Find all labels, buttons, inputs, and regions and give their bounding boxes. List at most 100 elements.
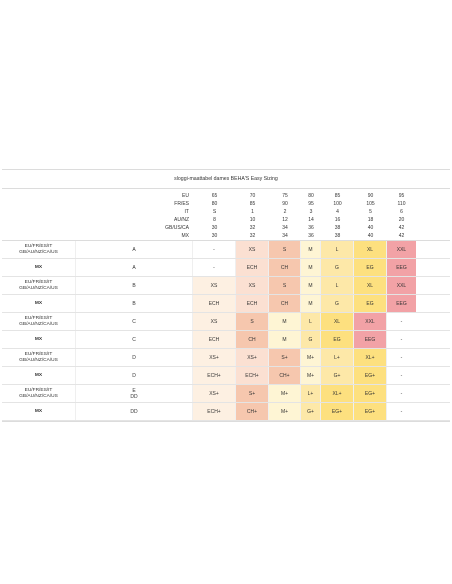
header-system-label: FR/ES [174,201,189,207]
size-cell: - [387,313,416,330]
size-cell: M+ [301,367,321,384]
size-cell: ECH+ [193,403,236,420]
header-value: 42 [398,225,405,231]
size-cell: XS [236,277,269,294]
system-name: GB/AU/NZ/CA/US [19,321,58,327]
cup-label: DD [130,408,138,415]
size-cell: M [301,259,321,276]
header-columns: 65 80 S 8 30 30 70 85 1 10 32 32 75 90 2 12 34 34 80 95 3 14 3… [193,189,416,240]
table-header: EU FR/ES IT AU/NZ GB/US/CA MX 65 80 S 8 30 30… [2,189,450,241]
row-system-label: EU/FR/ES/IT GB/AU/NZ/CA/US [2,349,76,366]
size-cell: - [387,331,416,348]
size-cell: L+ [301,385,321,402]
size-cell: L [301,313,321,330]
cup-label: E [132,387,136,394]
cup-label: A [132,264,136,271]
header-value: 1 [251,209,254,215]
size-cell: EG+ [354,385,387,402]
size-cell: XXL [354,313,387,330]
size-cell: S+ [236,385,269,402]
table-row: EU/FR/ES/IT GB/AU/NZ/CA/US B XS XS S M L XL XXL [2,277,450,295]
size-cell: XXL [387,277,416,294]
table-row: EU/FR/ES/IT GB/AU/NZ/CA/US E DD XS+ S+ M+ L+ XL+… [2,385,450,403]
header-system-label: EU [182,193,189,199]
size-chart-table: sloggi-maattabel dames BEHA'S Easy Sizin… [2,169,450,422]
cup-label: DD [130,393,138,400]
size-cell: M [269,331,301,348]
header-systems: EU FR/ES IT AU/NZ GB/US/CA MX [76,189,193,240]
size-cell: M [269,313,301,330]
size-cell: - [387,385,416,402]
header-value: 30 [211,233,218,239]
size-cell: CH [269,259,301,276]
header-value: 3 [309,209,313,215]
row-system-label: EU/FR/ES/IT GB/AU/NZ/CA/US [2,277,76,294]
header-value: 30 [211,225,218,231]
size-cell: S+ [269,349,301,366]
header-value: 32 [249,233,256,239]
header-column: 75 90 2 12 34 34 [269,189,301,240]
size-cell: XXL [387,241,416,258]
cup-label: C [132,336,136,343]
size-cell: - [193,241,236,258]
size-cell: G [321,295,354,312]
header-value: 110 [397,201,406,207]
system-name: EU/FR/ES/IT [24,279,53,285]
size-cell: ECH [236,259,269,276]
size-cell: ECH [236,295,269,312]
header-system-label: IT [184,209,189,215]
header-value: 90 [282,201,288,207]
system-name: GB/AU/NZ/CA/US [19,249,58,255]
size-cell: EG [354,295,387,312]
system-name: MX [34,264,43,270]
size-cell: G [321,259,354,276]
size-cell: M [301,295,321,312]
size-cell: XL [354,241,387,258]
header-system-label: AU/NZ [174,217,189,223]
size-cell: ECH+ [236,367,269,384]
header-value: 70 [249,193,256,199]
row-cup-size: DD [76,403,193,420]
system-name: EU/FR/ES/IT [24,243,53,249]
size-cell: XL+ [321,385,354,402]
header-column: 65 80 S 8 30 30 [193,189,236,240]
size-cell: XS [236,241,269,258]
size-cell: L+ [321,349,354,366]
table-body: EU/FR/ES/IT GB/AU/NZ/CA/US A - XS S M L XL XXL MX A… [2,241,450,421]
table-row: EU/FR/ES/IT GB/AU/NZ/CA/US D XS+ XS+ S+ M+ L+ XL… [2,349,450,367]
size-cell: G+ [301,403,321,420]
header-value: 95 [308,201,314,207]
row-system-label: MX [2,403,76,420]
header-value: 32 [249,225,256,231]
size-cell: CH+ [269,367,301,384]
header-value: 34 [282,233,288,239]
system-name: MX [34,300,43,306]
header-value: 34 [282,225,288,231]
size-cell: ECH [193,295,236,312]
size-cell: XL [354,277,387,294]
row-system-label: MX [2,259,76,276]
row-cup-size: C [76,313,193,330]
size-cell: XS [193,313,236,330]
table-row: MX A - ECH CH M G EG EEG [2,259,450,277]
header-column: 90 105 5 18 40 40 [354,189,387,240]
header-value: 14 [308,217,314,223]
system-name: EU/FR/ES/IT [24,315,53,321]
header-value: 16 [334,217,341,223]
row-system-label: MX [2,331,76,348]
table-title: sloggi-maattabel dames BEHA'S Easy Sizin… [2,170,450,189]
header-value: 75 [282,193,288,199]
size-cell: EG [354,259,387,276]
cup-label: D [132,372,136,379]
size-cell: - [387,403,416,420]
table-row: EU/FR/ES/IT GB/AU/NZ/CA/US A - XS S M L XL XXL [2,241,450,259]
row-system-label: MX [2,367,76,384]
table-row: EU/FR/ES/IT GB/AU/NZ/CA/US C XS S M L XL XXL - [2,313,450,331]
system-name: GB/AU/NZ/CA/US [19,393,58,399]
size-cell: ECH [193,331,236,348]
header-value: 80 [211,201,218,207]
system-name: MX [34,408,43,414]
size-cell: CH [236,331,269,348]
cup-label: C [132,318,136,325]
header-value: 95 [398,193,405,199]
